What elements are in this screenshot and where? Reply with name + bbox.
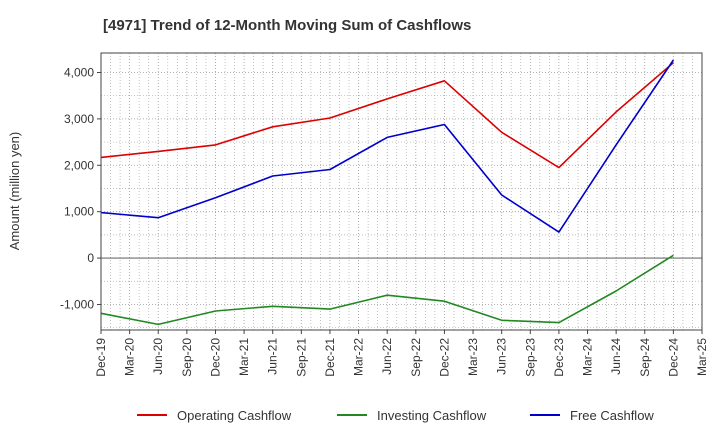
x-tick-label: Jun-22	[380, 338, 394, 375]
y-tick-label: -1,000	[60, 297, 94, 311]
x-tick-label: Sep-23	[523, 338, 537, 377]
y-tick-label: 1,000	[64, 205, 94, 219]
series-line-free-cashflow	[100, 59, 675, 233]
plot-area	[101, 53, 702, 330]
x-tick-label: Mar-20	[123, 338, 137, 376]
series-line-investing-cashflow	[100, 254, 674, 326]
y-tick-label: 2,000	[64, 158, 94, 172]
x-tick-label: Dec-23	[552, 338, 566, 377]
x-tick-label: Sep-21	[294, 338, 308, 377]
chart-title: [4971] Trend of 12-Month Moving Sum of C…	[103, 17, 471, 34]
x-tick-label: Jun-23	[495, 338, 509, 375]
x-axis: Dec-19 Mar-20 Jun-20 Sep-20 Dec-20 Mar-21 Jun-…	[94, 330, 709, 377]
x-tick-label: Jun-20	[151, 338, 165, 375]
y-tick-label: 4,000	[64, 65, 94, 79]
x-tick-label: Mar-24	[581, 338, 595, 376]
x-tick-label: Dec-20	[209, 338, 223, 377]
x-tick-label: Jun-21	[266, 338, 280, 375]
legend-label: Free Cashflow	[570, 408, 654, 423]
x-tick-label: Sep-20	[180, 338, 194, 377]
y-axis-label: Amount (million yen)	[7, 132, 22, 251]
x-tick-label: Sep-22	[409, 338, 423, 377]
y-axis: -1,000 0 1,000 2,000 3,000 4,000	[60, 65, 101, 311]
x-tick-label: Jun-24	[609, 338, 623, 375]
plot-background	[101, 53, 702, 330]
x-tick-label: Dec-19	[94, 338, 108, 377]
x-tick-label: Dec-21	[323, 338, 337, 377]
series-lines	[100, 59, 675, 326]
legend-label: Investing Cashflow	[377, 408, 487, 423]
x-tick-label: Mar-25	[695, 338, 709, 376]
x-tick-label: Mar-23	[466, 338, 480, 376]
series-line-operating-cashflow	[100, 62, 674, 169]
x-tick-label: Dec-24	[666, 338, 680, 377]
x-tick-label: Mar-22	[352, 338, 366, 376]
legend-label: Operating Cashflow	[177, 408, 292, 423]
x-tick-label: Dec-22	[437, 338, 451, 377]
y-tick-label: 3,000	[64, 112, 94, 126]
x-tick-label: Mar-21	[237, 338, 251, 376]
plot-border	[100, 52, 703, 331]
y-tick-label: 0	[87, 251, 94, 265]
legend: Operating Cashflow Investing Cashflow Free…	[137, 408, 654, 423]
grid	[100, 53, 703, 330]
x-tick-label: Sep-24	[638, 338, 652, 377]
